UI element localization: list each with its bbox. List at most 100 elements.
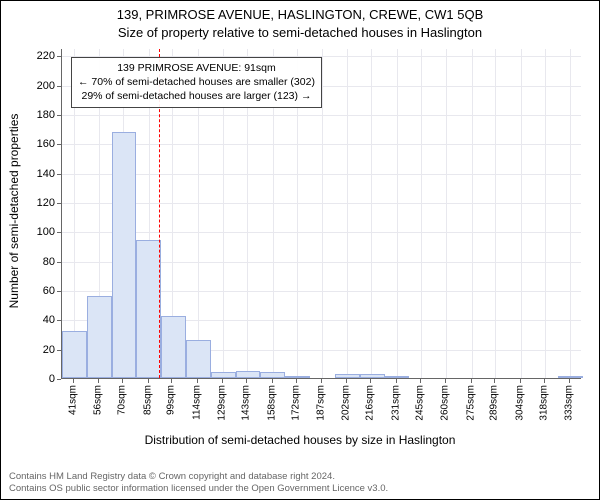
chart-container: 139, PRIMROSE AVENUE, HASLINGTON, CREWE,… (0, 0, 600, 500)
gridline-v (570, 49, 571, 378)
xtick-mark (520, 379, 521, 383)
xtick-mark (98, 379, 99, 383)
ytick-mark (57, 232, 61, 233)
xtick-label: 172sqm (290, 385, 301, 421)
xtick-label: 202sqm (341, 385, 352, 421)
annotation-box: 139 PRIMROSE AVENUE: 91sqm← 70% of semi-… (71, 57, 322, 108)
xtick-mark (222, 379, 223, 383)
xtick-mark (171, 379, 172, 383)
histogram-bar (558, 376, 583, 378)
xtick-label: 70sqm (117, 385, 128, 415)
gridline-v (421, 49, 422, 378)
xtick-label: 260sqm (440, 385, 451, 421)
ytick-mark (57, 203, 61, 204)
xtick-label: 333sqm (564, 385, 575, 421)
histogram-bar (161, 316, 186, 378)
xtick-mark (471, 379, 472, 383)
ytick-label: 120 (15, 197, 55, 209)
footer-line1: Contains HM Land Registry data © Crown c… (9, 471, 591, 483)
gridline-v (347, 49, 348, 378)
histogram-bar (385, 376, 410, 378)
xtick-mark (122, 379, 123, 383)
chart-title-line2: Size of property relative to semi-detach… (1, 25, 599, 40)
histogram-bar (335, 374, 360, 378)
ytick-mark (57, 174, 61, 175)
histogram-bar (186, 340, 211, 378)
histogram-bar (260, 372, 285, 378)
ytick-mark (57, 115, 61, 116)
xtick-label: 245sqm (414, 385, 425, 421)
xtick-mark (246, 379, 247, 383)
gridline-v (397, 49, 398, 378)
ytick-mark (57, 262, 61, 263)
xtick-label: 85sqm (142, 385, 153, 415)
x-axis-label: Distribution of semi-detached houses by … (1, 433, 599, 447)
ytick-label: 180 (15, 109, 55, 121)
annotation-line: 29% of semi-detached houses are larger (… (78, 89, 315, 103)
gridline-v (521, 49, 522, 378)
xtick-mark (420, 379, 421, 383)
xtick-mark (544, 379, 545, 383)
xtick-label: 56sqm (93, 385, 104, 415)
xtick-mark (396, 379, 397, 383)
ytick-mark (57, 56, 61, 57)
ytick-label: 200 (15, 80, 55, 92)
ytick-label: 220 (15, 50, 55, 62)
xtick-mark (272, 379, 273, 383)
xtick-label: 289sqm (489, 385, 500, 421)
xtick-mark (197, 379, 198, 383)
xtick-label: 114sqm (191, 385, 202, 420)
xtick-mark (346, 379, 347, 383)
gridline-v (495, 49, 496, 378)
xtick-label: 143sqm (241, 385, 252, 421)
histogram-bar (285, 376, 310, 378)
histogram-bar (136, 240, 161, 378)
chart-title-line1: 139, PRIMROSE AVENUE, HASLINGTON, CREWE,… (1, 7, 599, 22)
xtick-label: 216sqm (365, 385, 376, 421)
xtick-mark (148, 379, 149, 383)
ytick-label: 140 (15, 168, 55, 180)
xtick-label: 275sqm (465, 385, 476, 421)
histogram-bar (236, 371, 261, 378)
xtick-mark (494, 379, 495, 383)
ytick-mark (57, 144, 61, 145)
xtick-mark (321, 379, 322, 383)
histogram-bar (87, 296, 112, 378)
xtick-label: 187sqm (316, 385, 327, 421)
xtick-label: 129sqm (217, 385, 228, 421)
ytick-label: 60 (15, 285, 55, 297)
xtick-label: 318sqm (538, 385, 549, 421)
ytick-label: 0 (15, 373, 55, 385)
histogram-bar (360, 374, 385, 378)
annotation-line: 139 PRIMROSE AVENUE: 91sqm (78, 61, 315, 75)
gridline-v (472, 49, 473, 378)
annotation-line: ← 70% of semi-detached houses are smalle… (78, 75, 315, 89)
ytick-label: 20 (15, 344, 55, 356)
xtick-label: 41sqm (67, 385, 78, 415)
xtick-mark (569, 379, 570, 383)
histogram-bar (211, 372, 236, 378)
gridline-v (322, 49, 323, 378)
xtick-label: 304sqm (514, 385, 525, 421)
ytick-mark (57, 291, 61, 292)
xtick-mark (73, 379, 74, 383)
gridline-v (446, 49, 447, 378)
ytick-label: 80 (15, 256, 55, 268)
xtick-mark (370, 379, 371, 383)
ytick-mark (57, 379, 61, 380)
ytick-label: 160 (15, 138, 55, 150)
footer-attribution: Contains HM Land Registry data © Crown c… (9, 471, 591, 495)
gridline-v (371, 49, 372, 378)
histogram-bar (62, 331, 87, 378)
xtick-mark (296, 379, 297, 383)
footer-line2: Contains OS public sector information li… (9, 483, 591, 495)
histogram-bar (112, 132, 137, 378)
ytick-mark (57, 320, 61, 321)
xtick-label: 231sqm (390, 385, 401, 421)
xtick-mark (445, 379, 446, 383)
ytick-label: 100 (15, 226, 55, 238)
ytick-mark (57, 350, 61, 351)
ytick-label: 40 (15, 314, 55, 326)
gridline-v (545, 49, 546, 378)
xtick-label: 99sqm (166, 385, 177, 415)
